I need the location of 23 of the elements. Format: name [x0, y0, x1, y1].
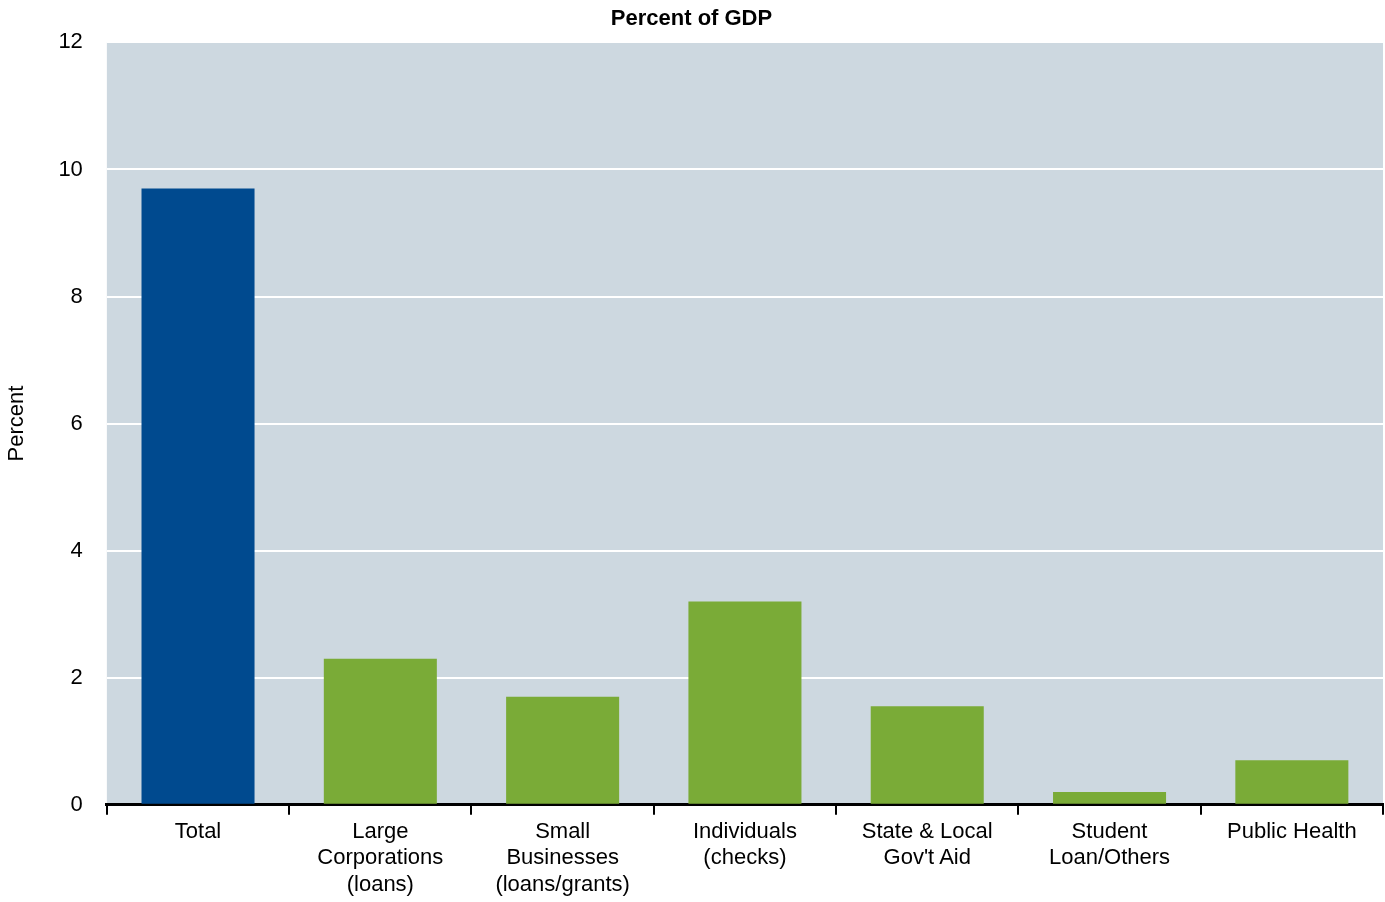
x-tick-label: State & Local Gov't Aid [861, 818, 993, 870]
x-tick-label: Large Corporations (loans) [317, 818, 444, 896]
chart-title: Percent of GDP [610, 5, 773, 31]
y-axis-title: Percent [3, 385, 29, 462]
y-tick-label: 2 [70, 663, 83, 689]
y-tick-label: 10 [58, 155, 83, 181]
y-tick-label: 8 [70, 282, 83, 308]
x-tick-label: Individuals (checks) [692, 818, 797, 870]
bar [323, 658, 437, 804]
y-tick-label: 12 [58, 28, 83, 54]
x-tick-label: Public Health [1227, 818, 1357, 844]
bar [1053, 792, 1167, 804]
x-tick-label: Student Loan/Others [1049, 818, 1171, 870]
bar [870, 706, 984, 804]
x-tick-label: Total [174, 818, 222, 844]
bar [688, 601, 802, 804]
y-tick-label: 4 [70, 536, 83, 562]
y-tick-label: 6 [70, 409, 83, 435]
bar [1235, 760, 1349, 804]
x-tick-label: Small Businesses (loans/grants) [495, 818, 630, 896]
y-tick-label: 0 [70, 790, 83, 816]
bar [506, 696, 620, 804]
bar [141, 188, 255, 804]
